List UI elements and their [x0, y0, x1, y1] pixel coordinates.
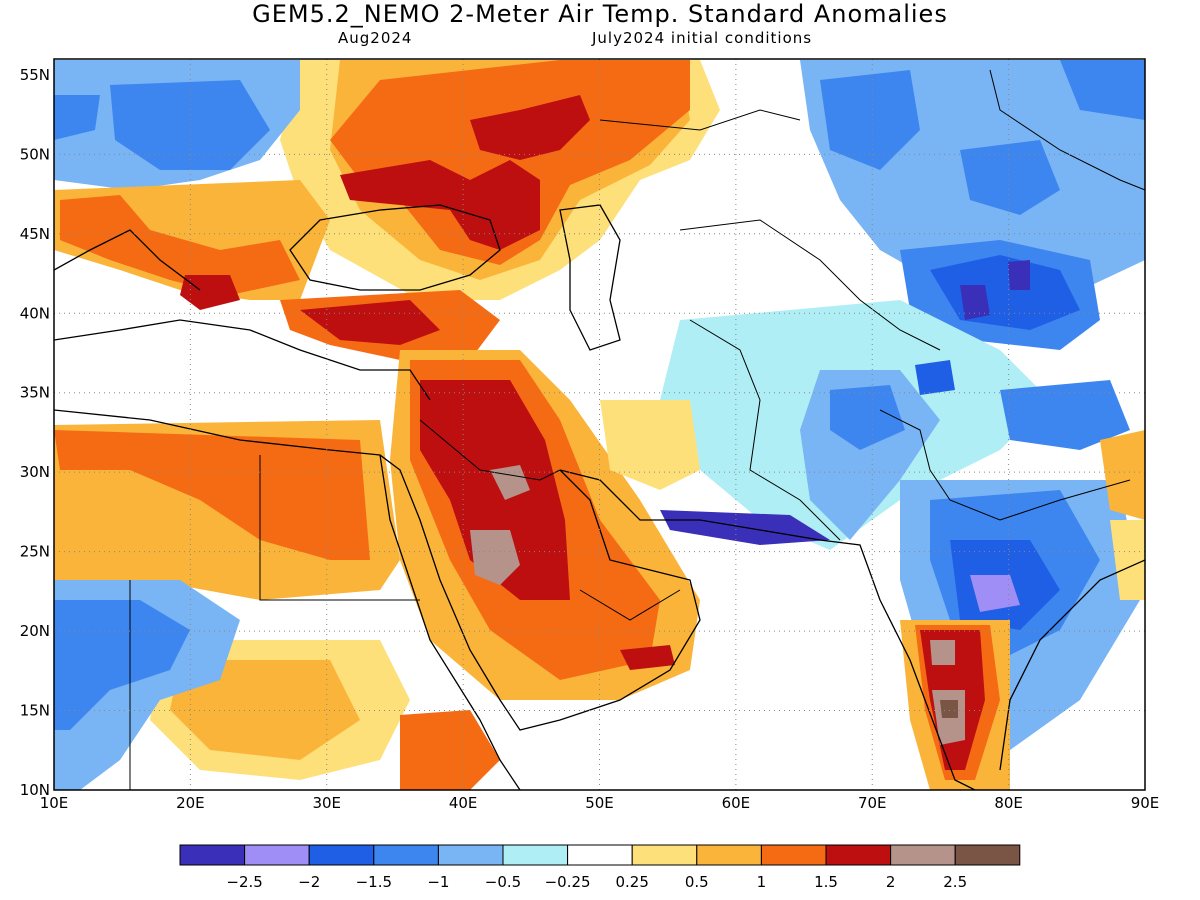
anomaly-region-cool	[54, 600, 190, 730]
anomaly-region-extreme	[930, 640, 955, 665]
anomaly-region-cool	[830, 385, 905, 450]
colorbar-label: −2.5	[226, 873, 262, 891]
colorbar-swatch	[567, 844, 633, 866]
anomaly-fields	[54, 59, 1145, 790]
anomaly-region-warm	[60, 195, 300, 295]
colorbar-label: 1	[757, 873, 767, 891]
colorbar-swatch	[890, 844, 956, 866]
anomaly-region-cool	[820, 70, 920, 170]
colorbar-swatch	[825, 844, 892, 866]
anomaly-region-extreme	[470, 530, 520, 585]
latitude-label: 15N	[20, 702, 50, 720]
longitude-label: 40E	[449, 794, 478, 812]
colorbar-swatch	[502, 844, 569, 866]
anomaly-region-hot	[470, 95, 590, 160]
anomaly-region-warm	[170, 660, 360, 760]
anomaly-region-cool	[54, 95, 100, 140]
colorbar-swatch	[760, 844, 827, 866]
map-title: GEM5.2_NEMO 2-Meter Air Temp. Standard A…	[252, 0, 948, 28]
longitude-label: 10E	[40, 794, 69, 812]
anomaly-region-warm	[1100, 430, 1145, 520]
valid-month-label: Aug2024	[338, 29, 413, 47]
colorbar-swatch	[954, 844, 1021, 866]
anomaly-region-warm	[400, 710, 500, 790]
colorbar-label: 0.5	[685, 873, 709, 891]
colorbar-swatch	[437, 844, 504, 866]
colorbar-label: −1.5	[356, 873, 392, 891]
longitude-label: 60E	[722, 794, 751, 812]
latitude-label: 10N	[20, 781, 50, 799]
latitude-label: 35N	[20, 384, 50, 402]
colorbar-swatch	[373, 844, 439, 866]
latitude-label: 40N	[20, 304, 50, 322]
anomaly-region-hot	[180, 275, 240, 310]
colorbar-label: 2.5	[943, 873, 967, 891]
longitude-label: 50E	[585, 794, 614, 812]
map-frame	[53, 58, 1146, 791]
colorbar-swatch	[696, 844, 762, 866]
anomaly-region-hot	[620, 645, 675, 670]
anomaly-region-very-cool	[960, 285, 990, 320]
colorbar-swatch	[308, 844, 375, 866]
longitude-label: 90E	[1131, 794, 1160, 812]
anomaly-region-extreme	[940, 700, 958, 718]
anomaly-region-warm	[54, 430, 370, 560]
latitude-label: 20N	[20, 622, 50, 640]
anomaly-region-very-cool	[1008, 260, 1030, 290]
initial-conditions-label: July2024 initial conditions	[592, 29, 813, 47]
colorbar-swatch	[631, 844, 698, 866]
coastlines	[54, 204, 1145, 790]
latitude-label: 45N	[20, 225, 50, 243]
colorbar-label: 1.5	[814, 873, 838, 891]
latitude-label: 25N	[20, 543, 50, 561]
latitude-label: 30N	[20, 463, 50, 481]
latitude-labels: 55N 50N 45N 40N 35N 30N 25N 20N 15N 10N	[20, 66, 50, 799]
colorbar-label: −0.25	[545, 873, 591, 891]
latitude-label: 55N	[20, 66, 50, 84]
colorbar-swatch	[244, 844, 310, 866]
longitude-label: 30E	[312, 794, 341, 812]
colorbar-label: −2	[298, 873, 320, 891]
longitude-label: 70E	[858, 794, 887, 812]
colorbar-swatch	[179, 844, 246, 866]
anomaly-region-warm	[600, 400, 700, 490]
latitude-label: 50N	[20, 145, 50, 163]
color-legend: −2.5 −2 −1.5 −1 −0.5 −0.25 0.25 0.5 1 1.5 2 2.5	[179, 844, 1021, 891]
colorbar-label: −0.5	[485, 873, 521, 891]
lat-lon-grid	[54, 59, 1145, 790]
anomaly-region-cool	[960, 140, 1060, 215]
longitude-label: 20E	[176, 794, 205, 812]
anomaly-region-hot	[420, 380, 570, 600]
anomaly-region-cool	[1060, 60, 1145, 120]
anomaly-region-hot	[300, 300, 440, 345]
anomaly-region-warm	[1110, 520, 1145, 600]
colorbar-label: 2	[886, 873, 896, 891]
anomaly-region-cool	[970, 575, 1020, 612]
colorbar-label: −1	[427, 873, 449, 891]
country-borders	[129, 69, 1145, 790]
colorbar-label: 0.25	[615, 873, 648, 891]
anomaly-region-cool	[915, 360, 955, 395]
anomaly-region-cool	[1000, 380, 1130, 450]
longitude-label: 80E	[994, 794, 1023, 812]
longitude-labels: 10E 20E 30E 40E 50E 60E 70E 80E 90E	[40, 794, 1160, 812]
